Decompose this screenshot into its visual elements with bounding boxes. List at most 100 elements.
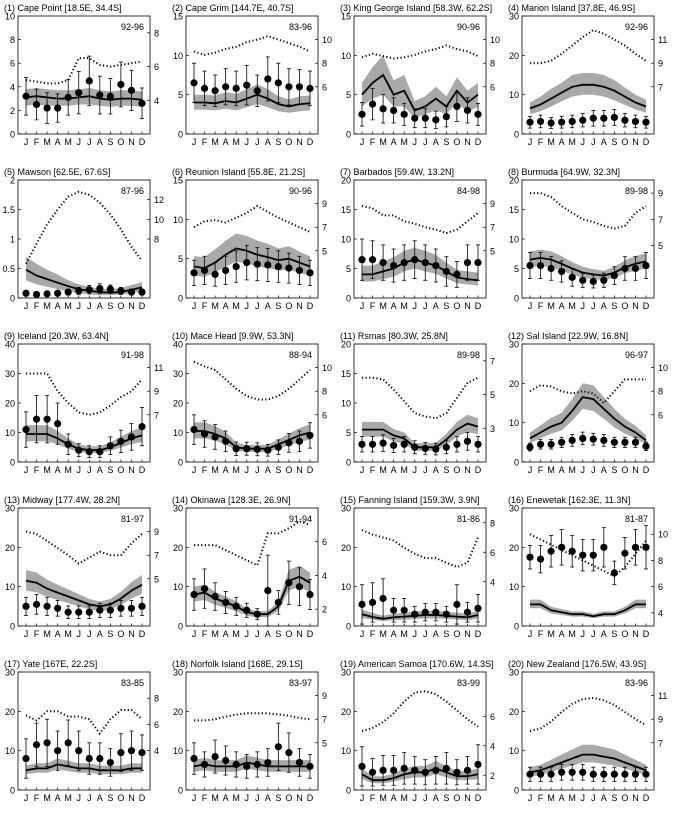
month-label: A xyxy=(223,629,229,639)
month-label: O xyxy=(621,793,628,803)
observation-point xyxy=(421,768,429,776)
y-tick-label: 20 xyxy=(173,399,183,409)
month-label: F xyxy=(34,793,40,803)
observation-point xyxy=(117,287,125,295)
y-tick-label: 0 xyxy=(10,458,15,468)
month-label: N xyxy=(128,301,135,311)
y2-tick-label: 8 xyxy=(154,235,159,245)
month-label: J xyxy=(423,629,428,639)
observation-point xyxy=(22,602,30,610)
y-tick-label: 0 xyxy=(10,130,15,140)
month-label: J xyxy=(24,465,29,475)
y-tick-label: 5 xyxy=(178,90,183,100)
panel-title: (2) Cape Grim [144.7E, 40.7S] xyxy=(172,3,294,13)
observation-point xyxy=(463,437,472,445)
observation-point xyxy=(621,116,629,124)
observation-point xyxy=(379,439,387,447)
observation-point xyxy=(621,438,629,446)
month-label: S xyxy=(611,465,617,475)
month-label: J xyxy=(244,301,249,311)
observation-point xyxy=(211,592,219,601)
month-label: A xyxy=(55,301,61,311)
month-label: O xyxy=(117,465,124,475)
y-tick-label: 15 xyxy=(509,205,519,215)
observation-point xyxy=(536,117,545,126)
observation-point xyxy=(106,606,114,614)
y2-tick-label: 5 xyxy=(154,574,159,584)
month-label: J xyxy=(24,137,29,147)
observation-point xyxy=(600,770,608,778)
observation-point xyxy=(190,425,198,434)
month-label: S xyxy=(275,301,281,311)
observation-point xyxy=(368,256,377,264)
y-tick-label: 0 xyxy=(514,622,519,632)
dotted-series-line xyxy=(193,204,311,233)
panel-1: (1) Cape Point [18.5E, 34.4S] 0 2 4 6 8 10 4 6 8 J… xyxy=(4,3,159,147)
month-label: N xyxy=(632,137,639,147)
observation-point xyxy=(75,747,83,755)
observation-point xyxy=(358,110,366,118)
y2-tick-label: 8 xyxy=(154,694,159,704)
month-label: J xyxy=(255,465,260,475)
month-label: S xyxy=(107,137,113,147)
observation-point xyxy=(453,768,461,776)
y2-tick-label: 5 xyxy=(322,246,327,256)
observation-point xyxy=(232,262,240,271)
observation-point xyxy=(631,438,640,446)
observation-point xyxy=(253,760,261,769)
observation-point xyxy=(274,443,282,451)
observation-point xyxy=(222,83,230,91)
month-label: O xyxy=(285,629,292,639)
month-label: J xyxy=(591,301,596,311)
y-tick-label: 20 xyxy=(173,707,183,717)
observation-point xyxy=(421,608,429,616)
month-label: D xyxy=(475,629,482,639)
month-label: J xyxy=(591,793,596,803)
y-tick-label: 30 xyxy=(509,340,519,350)
month-label: M xyxy=(400,137,408,147)
observation-point xyxy=(32,100,41,109)
observation-point xyxy=(85,286,93,294)
month-label: D xyxy=(643,137,650,147)
observation-point xyxy=(568,547,576,555)
month-label: N xyxy=(296,301,303,311)
observation-point xyxy=(610,113,618,122)
month-label: S xyxy=(275,465,281,475)
panel-title: (18) Norfolk Island [168E, 29.1S] xyxy=(172,659,303,669)
observation-point xyxy=(453,440,461,448)
observation-point xyxy=(379,259,387,267)
observation-point xyxy=(390,441,398,450)
y2-tick-label: 8 xyxy=(658,556,663,566)
observation-point xyxy=(390,261,398,270)
observation-point xyxy=(631,543,640,551)
month-label: D xyxy=(643,793,650,803)
month-label: F xyxy=(538,629,544,639)
month-label: J xyxy=(528,465,533,475)
month-label: S xyxy=(611,137,617,147)
y-tick-label: 30 xyxy=(5,504,15,514)
observation-point xyxy=(411,766,419,774)
month-label: S xyxy=(443,465,449,475)
panel-title: (3) King George Island [58.3W, 62.2S] xyxy=(340,3,492,13)
month-label: J xyxy=(192,301,197,311)
observation-point xyxy=(306,84,314,92)
observation-point xyxy=(243,606,251,614)
month-label: O xyxy=(621,465,628,475)
observation-point xyxy=(358,440,366,448)
observation-point xyxy=(22,289,30,297)
month-label: F xyxy=(202,793,208,803)
month-label: J xyxy=(244,137,249,147)
month-label: S xyxy=(611,793,617,803)
month-label: J xyxy=(412,301,417,311)
observation-point xyxy=(600,543,608,551)
observation-point xyxy=(264,758,272,767)
month-label: D xyxy=(307,629,314,639)
month-label: D xyxy=(643,465,650,475)
model-mean-line xyxy=(362,422,479,449)
observation-point xyxy=(547,770,555,778)
month-label: N xyxy=(464,793,471,803)
observation-point xyxy=(610,438,618,446)
month-label: M xyxy=(547,137,555,147)
month-label: O xyxy=(117,137,124,147)
period-label: 83-97 xyxy=(289,678,312,688)
